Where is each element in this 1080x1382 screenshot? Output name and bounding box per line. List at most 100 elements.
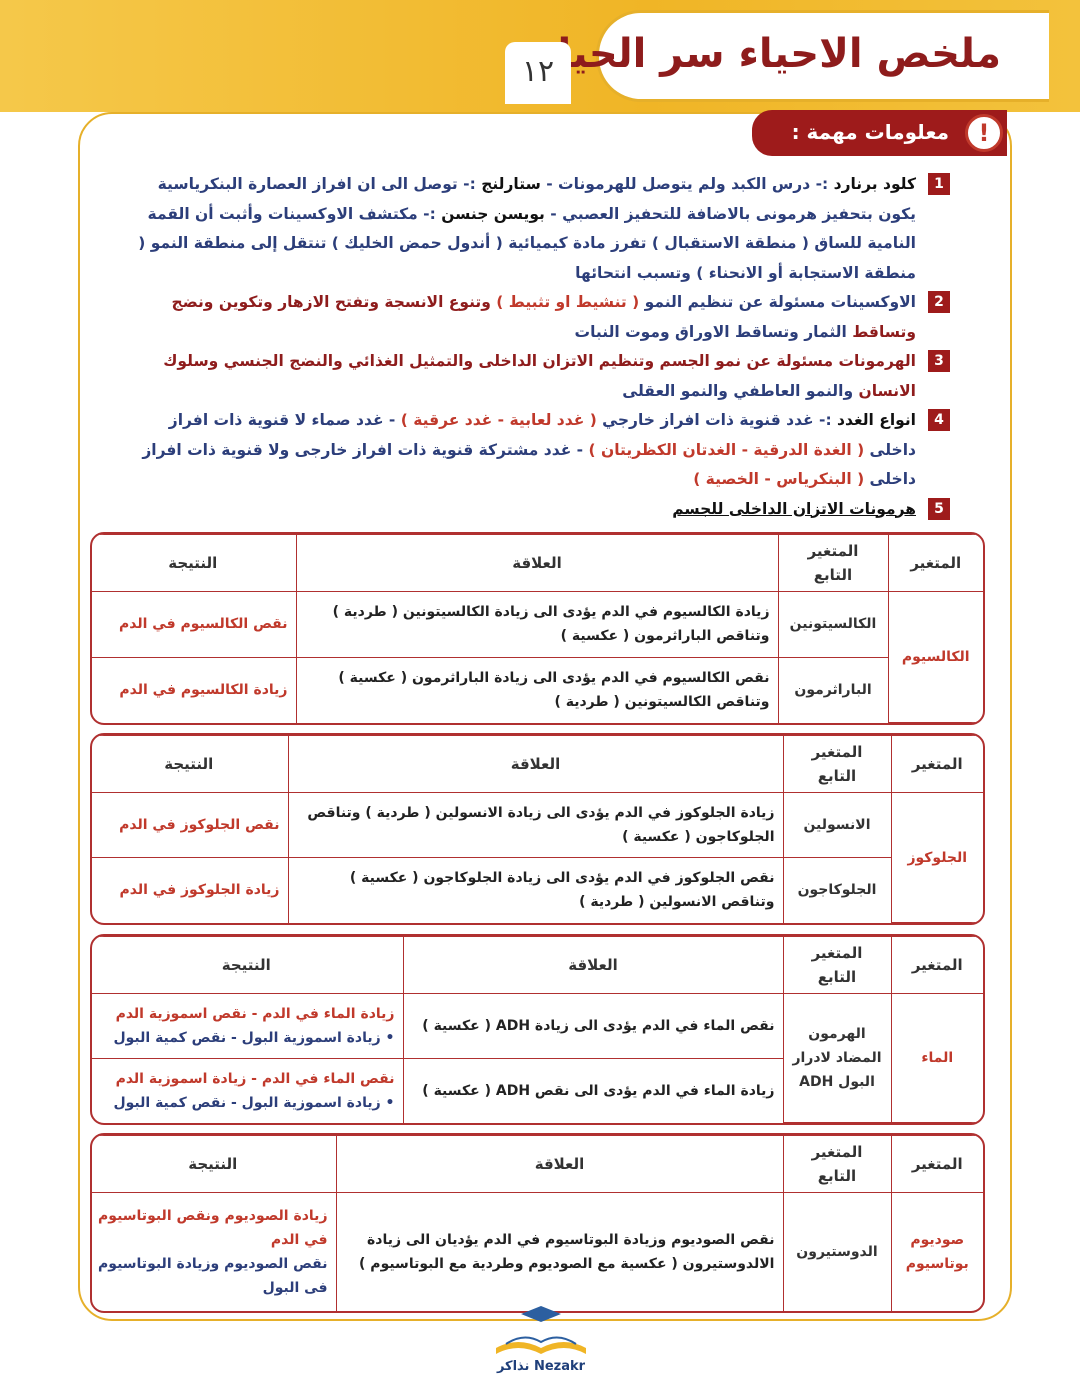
logo-text: Nezakr نذاكر (496, 1359, 586, 1374)
item: 4 انواع الغدد :- غدد قنوية ذات افراز خارج… (118, 406, 956, 495)
item-text: بويسن جنسن (441, 204, 545, 223)
item-text: :- مكتشف الاوكسينات وأثبت أن القمة النام… (138, 204, 916, 282)
relation-cell: زيادة الجلوكوز في الدم يؤدى الى زيادة ال… (287, 791, 784, 859)
row: الباراثرمون نقص الكالسيوم في الدم يؤدى ال… (92, 656, 983, 723)
header-cell: المتغير التابع (782, 735, 892, 793)
item-number: 5 (928, 497, 950, 520)
item-text: ( الغدة الدرقية - الغدتان الكظريتان ) (588, 440, 865, 459)
header-cell: المتغير التابع (777, 534, 889, 592)
item-text: - غدد مشتركة قنوية ذات افراز خارجى ولا ق… (142, 440, 916, 489)
table: المتغير المتغير التابع العلاقة النتيجة الكال… (92, 534, 983, 723)
result-line: نقص الجلوكوز في الدم (119, 817, 280, 834)
item-text: هرمونات الاتزان الداخلى للجسم (672, 499, 916, 518)
header-cell: النتيجة (92, 936, 404, 994)
header-cell: النتيجة (92, 735, 289, 793)
result-line: نقص الماء في الدم - زيادة اسموزية الدم (115, 1070, 395, 1087)
result-line: • زيادة اسموزية البول - نقص كمية البول (113, 1094, 395, 1111)
header-cell: المتغير (890, 735, 983, 793)
variable-cell: الجلوكوز (890, 792, 983, 923)
item-text: :- درس الكبد ولم يتوصل للهرمونات - (540, 175, 834, 193)
row: الجلوكوز الانسولين زيادة الجلوكوز في الدم … (92, 791, 983, 923)
result-line: زيادة الكالسيوم في الدم (119, 682, 288, 699)
title-box: ملخص الاحياء سر الحياة (534, 10, 1049, 102)
dependent-cell: الكالسيتونين (777, 591, 889, 658)
result-cell: نقص الكالسيوم في الدم (92, 591, 297, 658)
item-number: 2 (928, 291, 950, 313)
dependent-cell: الهرمون المضاد لادرار البول ADH (782, 993, 892, 1123)
dependent-cell: الجلوكاجون (782, 857, 891, 923)
item: 5 هرمونات الاتزان الداخلى للجسم (118, 495, 956, 525)
variable-cell: الماء (890, 993, 983, 1123)
item-text: ( البنكرياس - الخصية ) (693, 470, 865, 488)
title: ملخص الاحياء سر الحياة (533, 31, 1001, 77)
variable-cell: صوديوم بوتاسيوم (890, 1192, 983, 1311)
variable-cell: الكالسيوم (887, 591, 983, 723)
section-label: ! معلومات مهمة : (752, 110, 1007, 156)
row: الجلوكاجون نقص الجلوكوز في الدم يؤدى الى … (92, 857, 983, 923)
result-line: نقص الكالسيوم في الدم (119, 616, 288, 633)
items: 1 كلود برنارد :- درس الكبد ولم يتوصل للهر… (118, 170, 956, 524)
page-number-box: ١٢ (505, 42, 571, 104)
header-row: المتغير المتغير التابع العلاقة النتيجة (92, 534, 983, 592)
row: الماء الهرمون المضاد لادرار البول ADH نقص … (92, 993, 983, 1123)
header-cell: العلاقة (295, 534, 779, 592)
result-line: • زيادة اسموزية البول - نقص كمية البول (113, 1029, 395, 1046)
item-text: :- غدد قنوية ذات افراز خارجي (596, 411, 838, 429)
item-text: والنمو العاطفي والنمو العقلى (622, 381, 854, 400)
header-cell: العلاقة (402, 936, 784, 994)
result-line: زيادة الماء في الدم - نقص اسموزية الدم (115, 1005, 395, 1022)
item-text: - غدد صماء لا قنوية ذات افراز داخلى (168, 411, 916, 459)
result-line: نقص الصوديوم وزيادة البوتاسيوم فى البول (98, 1256, 328, 1296)
header-cell: المتغير (887, 534, 983, 592)
row: الكالسيوم الكالسيتونين زيادة الكالسيوم في … (92, 591, 983, 723)
item-text: الهرمونات مسئولة عن نمو الجسم وتنظيم الا… (163, 352, 916, 400)
relation-cell: زيادة الكالسيوم في الدم يؤدى الى زيادة ا… (295, 591, 779, 658)
result-line: زيادة الصوديوم ونقص البوتاسيوم في الدم (98, 1208, 328, 1248)
dependent-cell: الباراثرمون (777, 656, 888, 723)
relation-cell: نقص الكالسيوم في الدم يؤدى الى زيادة الب… (295, 656, 779, 723)
table: المتغير المتغير التابع العلاقة النتيجة الجلو… (92, 735, 983, 923)
header-cell: المتغير التابع (782, 936, 892, 994)
item-text: انواع الغدد (837, 411, 916, 429)
label-text: معلومات مهمة : (791, 120, 949, 144)
result-line: زيادة الجلوكوز في الدم (119, 882, 280, 899)
table-box: المتغير المتغير التابع العلاقة النتيجة الماء… (90, 934, 985, 1125)
item-text: الثمار وتساقط الاوراق وموت النبات (574, 322, 847, 341)
table-box: المتغير المتغير التابع العلاقة النتيجة الجلو… (90, 733, 985, 925)
relation-cell: زيادة الماء في الدم يؤدى الى نقص ADH ( ع… (402, 1057, 783, 1123)
result-cell: زيادة الكالسيوم في الدم (92, 656, 297, 723)
header-band: ملخص الاحياء سر الحياة ١٢ (0, 0, 1080, 112)
result-cell: زيادة الصوديوم ونقص البوتاسيوم في الدم نق… (92, 1192, 337, 1311)
page-number: ١٢ (521, 54, 555, 89)
item-text: :- توصل الى ان افراز العصارة البنكرياسية… (157, 175, 916, 223)
header-cell: النتيجة (92, 534, 297, 592)
item: 3 الهرمونات مسئولة عن نمو الجسم وتنظيم ال… (118, 347, 956, 406)
row: صوديوم بوتاسيوم الدوستيرون نقص الصوديوم وز… (92, 1192, 983, 1311)
item: 2 الاوكسينات مسئولة عن تنظيم النمو ( تنشي… (118, 288, 956, 347)
table: المتغير المتغير التابع العلاقة النتيجة الماء… (92, 936, 983, 1123)
item-text: وتنوع الانسجة وتفتح الازهار وتكوين ونضج … (171, 293, 916, 341)
header-cell: المتغير التابع (782, 1135, 892, 1193)
item-number: 3 (928, 350, 950, 372)
item-number: 4 (928, 409, 950, 431)
item-text: كلود برنارد (833, 175, 916, 193)
header-row: المتغير المتغير التابع العلاقة النتيجة (92, 1135, 983, 1193)
alert-icon: ! (965, 114, 1003, 152)
table-box: المتغير المتغير التابع العلاقة النتيجة الكال… (90, 532, 985, 725)
item-text: ستارلنج (481, 175, 541, 193)
row: زيادة الماء في الدم يؤدى الى نقص ADH ( ع… (92, 1057, 983, 1123)
header-cell: العلاقة (335, 1135, 784, 1193)
result-cell: نقص الماء في الدم - زيادة اسموزية الدم • … (92, 1057, 404, 1123)
item-text: ( تنشيط او تثبيط ) (496, 293, 640, 311)
table-box: المتغير المتغير التابع العلاقة النتيجة صوديو… (90, 1133, 985, 1313)
dependent-cell: الدوستيرون (782, 1192, 892, 1311)
relation-cell: نقص الجلوكوز في الدم يؤدى الى زيادة الجل… (287, 857, 784, 923)
item-number: 1 (928, 173, 950, 195)
dependent-cell: الانسولين (782, 791, 892, 859)
header-row: المتغير المتغير التابع العلاقة النتيجة (92, 936, 983, 994)
relation-cell: نقص الماء في الدم يؤدى الى زيادة ADH ( ع… (402, 993, 784, 1059)
result-cell: نقص الجلوكوز في الدم (92, 791, 289, 859)
item-text: الاوكسينات مسئولة عن تنظيم النمو (639, 293, 916, 311)
